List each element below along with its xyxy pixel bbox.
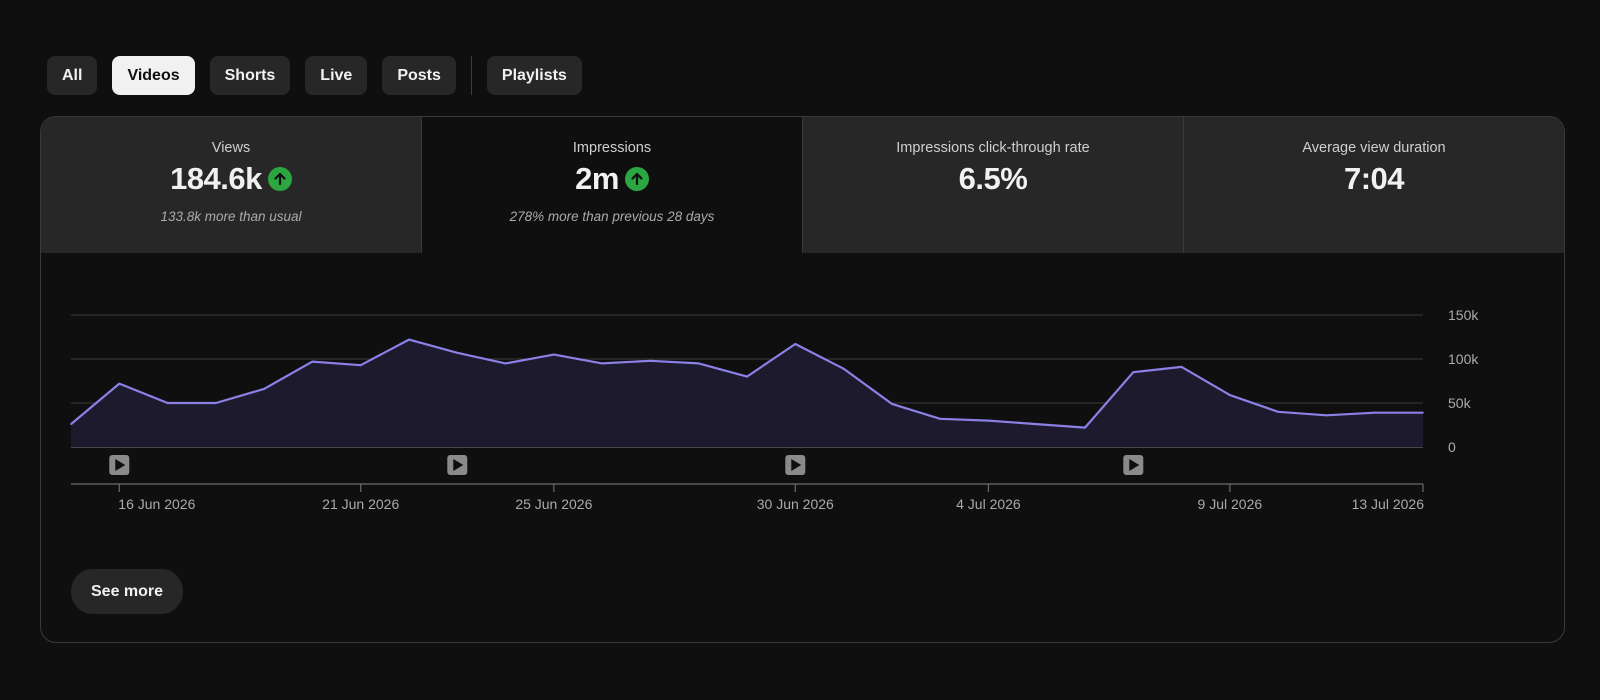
- x-tick-label: 9 Jul 2026: [1198, 496, 1263, 512]
- data-point: [1035, 423, 1038, 425]
- y-tick-label: 100k: [1448, 351, 1479, 367]
- y-tick-label: 150k: [1448, 307, 1479, 323]
- metric-value: 6.5%: [958, 161, 1028, 196]
- metric-tabs: Views 184.6k 133.8k more than usual Impr…: [41, 117, 1564, 253]
- x-tick-label: 4 Jul 2026: [956, 496, 1021, 512]
- metric-value: 7:04: [1343, 161, 1405, 196]
- metric-label: Average view duration: [1302, 140, 1446, 156]
- data-point: [215, 402, 217, 404]
- data-point: [601, 362, 603, 365]
- data-point: [408, 338, 410, 341]
- data-point: [987, 419, 990, 422]
- chart-area: 150k 100k 50k 0 16 Jun 2026 21 Jun 2026 25 Jun…: [41, 253, 1564, 573]
- play-triangle: [791, 459, 802, 471]
- x-tick-label: 21 Jun 2026: [322, 496, 399, 512]
- filter-chip-shorts[interactable]: Shorts: [209, 56, 291, 95]
- data-point: [118, 382, 121, 385]
- data-point: [1132, 371, 1135, 373]
- metric-label: Impressions click-through rate: [896, 140, 1090, 156]
- see-more-button[interactable]: See more: [71, 569, 184, 614]
- arrow-up-circle-icon: [624, 167, 649, 191]
- data-point: [1373, 411, 1376, 414]
- filter-chip-videos[interactable]: Videos: [112, 56, 195, 95]
- data-point: [166, 402, 169, 404]
- play-triangle: [115, 459, 126, 471]
- analytics-card: Views 184.6k 133.8k more than usual Impr…: [40, 116, 1565, 643]
- y-tick-label: 50k: [1448, 395, 1472, 411]
- data-point: [1277, 411, 1279, 413]
- filter-chip-live[interactable]: Live: [305, 56, 368, 95]
- filter-chip-playlists[interactable]: Playlists: [486, 56, 582, 95]
- content-type-filter: All Videos Shorts Live Posts Playlists: [47, 56, 582, 95]
- series-area: [71, 339, 1423, 447]
- impressions-chart: 150k 100k 50k 0 16 Jun 2026 21 Jun 2026 25 Jun…: [70, 307, 1479, 512]
- play-triangle: [453, 459, 464, 471]
- data-point: [1422, 411, 1424, 414]
- play-triangle: [1129, 459, 1140, 471]
- data-point: [553, 353, 555, 356]
- data-point: [1084, 426, 1086, 429]
- data-point: [456, 352, 459, 354]
- data-point: [939, 418, 941, 420]
- metric-tab-impressions[interactable]: Impressions 2m 278% more than previous 2…: [422, 117, 803, 253]
- x-tick-label: 25 Jun 2026: [515, 496, 592, 512]
- play-icon[interactable]: [1123, 455, 1144, 475]
- metric-label: Impressions: [572, 140, 652, 156]
- filter-divider: [470, 56, 472, 95]
- data-point: [359, 364, 362, 366]
- data-point: [697, 362, 700, 365]
- metric-tab-ctr[interactable]: Impressions click-through rate 6.5%: [803, 117, 1184, 253]
- play-icon[interactable]: [109, 455, 130, 475]
- y-tick-label: 0: [1448, 439, 1456, 455]
- play-icon[interactable]: [447, 455, 468, 475]
- filter-chip-all[interactable]: All: [47, 56, 98, 95]
- metric-tab-avg-view-duration[interactable]: Average view duration 7:04: [1184, 117, 1564, 253]
- arrow-up-circle-icon: [267, 167, 292, 191]
- data-point: [842, 367, 845, 370]
- x-tick-label: 13 Jul 2026: [1352, 496, 1425, 512]
- data-point: [311, 360, 314, 363]
- metric-label: Views: [211, 140, 251, 156]
- data-point: [263, 388, 265, 390]
- metric-value: 2m: [575, 161, 619, 196]
- data-point: [649, 359, 652, 362]
- data-point: [1180, 366, 1183, 368]
- data-point: [1229, 394, 1231, 396]
- x-tick-label: 30 Jun 2026: [757, 496, 834, 512]
- data-point: [504, 362, 507, 365]
- data-point: [794, 343, 797, 345]
- play-icon[interactable]: [785, 455, 806, 475]
- data-point: [70, 423, 72, 425]
- data-point: [746, 375, 748, 378]
- data-point: [891, 403, 893, 405]
- data-point: [1325, 414, 1328, 417]
- metric-note: 133.8k more than usual: [160, 209, 302, 224]
- metric-tab-views[interactable]: Views 184.6k 133.8k more than usual: [41, 117, 422, 253]
- x-tick-label: 16 Jun 2026: [118, 496, 195, 512]
- metric-note: 278% more than previous 28 days: [509, 209, 715, 224]
- filter-chip-posts[interactable]: Posts: [382, 56, 456, 95]
- metric-value: 184.6k: [170, 161, 262, 196]
